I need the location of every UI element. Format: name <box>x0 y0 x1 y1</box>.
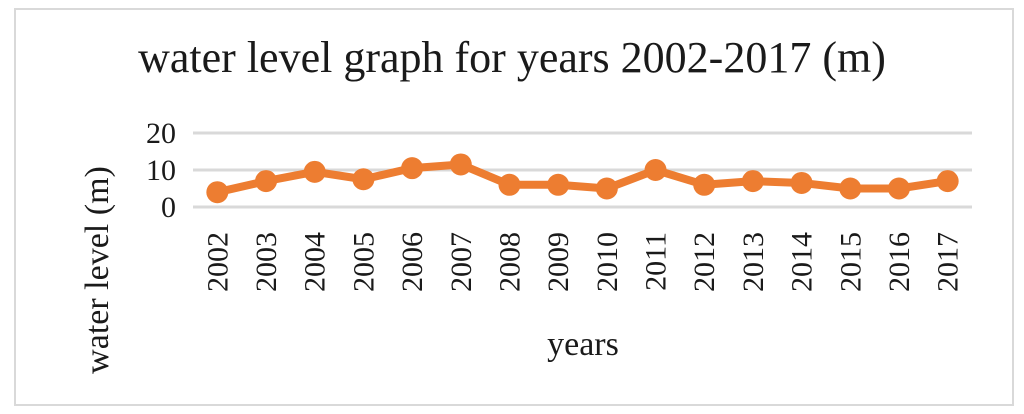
x-tick-label: 2015 <box>834 232 867 292</box>
data-point <box>255 170 278 193</box>
data-point <box>449 153 472 176</box>
data-point <box>790 171 813 194</box>
x-tick-label: 2008 <box>493 232 526 292</box>
y-tick-label: 10 <box>146 154 176 187</box>
x-tick-label: 2013 <box>737 232 770 292</box>
x-tick-label: 2004 <box>299 232 332 292</box>
chart-title: water level graph for years 2002-2017 (m… <box>138 33 886 82</box>
x-tick-label: 2009 <box>542 232 575 292</box>
x-axis-label: years <box>547 326 619 363</box>
data-point <box>887 177 910 200</box>
y-tick-label: 0 <box>161 191 176 224</box>
data-point <box>741 170 764 193</box>
x-tick-label: 2011 <box>640 232 673 291</box>
y-tick-label: 20 <box>146 117 176 150</box>
data-point <box>206 181 229 204</box>
data-point <box>303 160 326 183</box>
data-point <box>644 159 667 181</box>
data-point <box>693 173 716 196</box>
data-point <box>401 157 424 180</box>
x-axis-ticks: 2002 2003 2004 2005 2006 2007 2008 2009 2010 2011… <box>201 232 964 292</box>
data-point <box>547 173 570 196</box>
x-tick-label: 2006 <box>396 232 429 292</box>
data-point <box>839 177 862 200</box>
x-tick-label: 2005 <box>347 232 380 292</box>
y-axis-label: water level (m) <box>79 166 116 374</box>
x-tick-label: 2007 <box>445 232 478 292</box>
data-point <box>595 177 618 200</box>
x-tick-label: 2010 <box>591 232 624 292</box>
x-tick-label: 2002 <box>201 232 234 292</box>
x-tick-label: 2003 <box>250 232 283 292</box>
series-water-level <box>206 153 959 204</box>
data-point <box>936 170 959 193</box>
y-axis-ticks: 0 10 20 <box>146 117 176 224</box>
x-tick-label: 2016 <box>883 232 916 292</box>
data-point <box>352 168 375 191</box>
data-point <box>498 173 521 196</box>
series-line <box>213 160 952 197</box>
x-tick-label: 2012 <box>688 232 721 292</box>
x-tick-label: 2014 <box>786 232 819 292</box>
x-tick-label: 2017 <box>932 232 965 292</box>
